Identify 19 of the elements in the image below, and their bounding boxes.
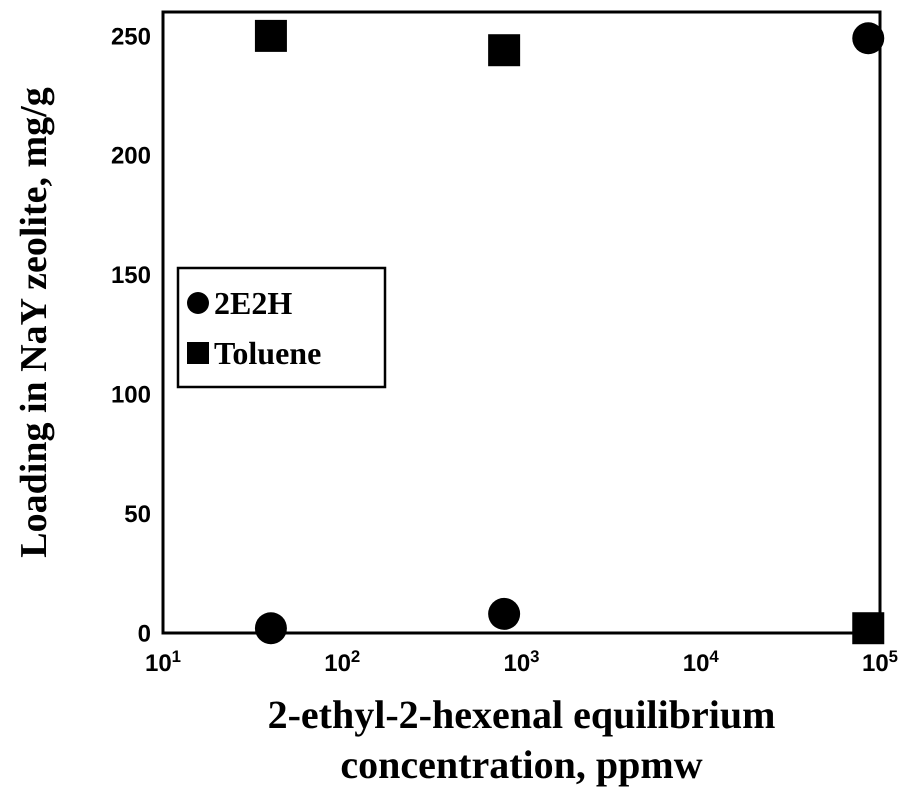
point [852, 612, 884, 644]
legend-label: 2E2H [214, 285, 292, 322]
x-tick-label: 10$^{2}$ [324, 646, 360, 677]
y-tick-label: 200 [110, 142, 151, 170]
x-axis-title: 2-ethyl-2-hexenal equilibrium concentration, ppmw [268, 692, 776, 787]
y-tick-label: 100 [110, 382, 151, 409]
x-tick-label: 10$^{5}$ [862, 646, 898, 677]
y-tick-label: 150 [110, 262, 151, 290]
x-tick-label: 10$^{4}$ [682, 646, 720, 677]
y-tick-label: 50 [124, 500, 151, 528]
y-tick-label: 250 [110, 23, 151, 50]
legend-label: Toluene [214, 335, 322, 372]
y-tick-label: 0 [138, 620, 151, 648]
point [852, 22, 884, 54]
x-tick-label: 10$^{3}$ [503, 646, 540, 677]
point [254, 612, 287, 644]
y-axis-title: Loading in NaY zeolite, mg/g [13, 87, 55, 558]
point [254, 20, 287, 52]
x-tick-label: 10$^{1}$ [144, 646, 182, 677]
